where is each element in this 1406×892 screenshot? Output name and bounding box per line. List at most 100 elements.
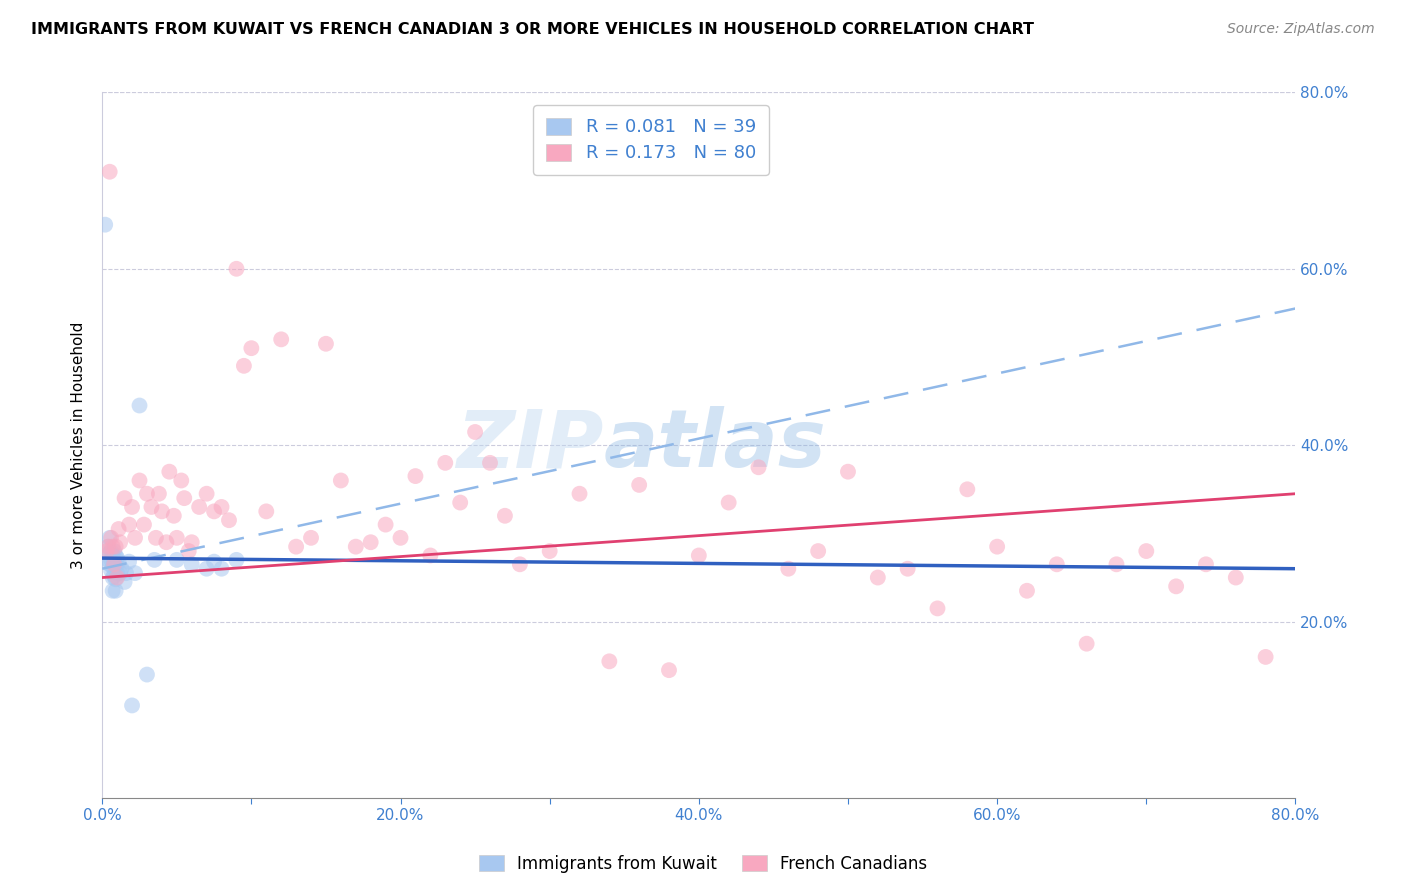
- Point: [155, 535, 177, 549]
- Legend: R = 0.081   N = 39, R = 0.173   N = 80: R = 0.081 N = 39, R = 0.173 N = 80: [533, 105, 769, 175]
- Point: [115, 566, 138, 581]
- Point: [837, 465, 859, 479]
- Point: [128, 474, 150, 488]
- Point: [118, 517, 141, 532]
- Point: [1046, 558, 1069, 572]
- Point: [124, 566, 146, 581]
- Point: [104, 583, 127, 598]
- Text: Source: ZipAtlas.com: Source: ZipAtlas.com: [1227, 22, 1375, 37]
- Point: [104, 559, 127, 574]
- Point: [132, 517, 155, 532]
- Point: [344, 540, 367, 554]
- Point: [866, 570, 889, 584]
- Point: [110, 562, 132, 576]
- Point: [1076, 637, 1098, 651]
- Point: [464, 425, 486, 439]
- Point: [114, 491, 136, 505]
- Text: atlas: atlas: [603, 406, 827, 484]
- Point: [105, 566, 128, 581]
- Point: [225, 553, 247, 567]
- Point: [232, 359, 254, 373]
- Point: [202, 504, 225, 518]
- Point: [177, 544, 200, 558]
- Point: [101, 583, 124, 598]
- Point: [509, 558, 531, 572]
- Point: [114, 574, 136, 589]
- Text: ZIP: ZIP: [456, 406, 603, 484]
- Point: [688, 549, 710, 563]
- Point: [150, 504, 173, 518]
- Point: [270, 332, 292, 346]
- Point: [94, 218, 117, 232]
- Point: [180, 535, 202, 549]
- Point: [195, 562, 218, 576]
- Point: [128, 399, 150, 413]
- Point: [97, 553, 120, 567]
- Point: [254, 504, 277, 518]
- Point: [107, 555, 129, 569]
- Point: [404, 469, 426, 483]
- Point: [124, 531, 146, 545]
- Point: [105, 570, 128, 584]
- Point: [145, 531, 167, 545]
- Point: [166, 531, 188, 545]
- Point: [107, 522, 129, 536]
- Point: [103, 558, 125, 572]
- Point: [121, 698, 143, 713]
- Point: [211, 562, 233, 576]
- Point: [104, 540, 127, 554]
- Point: [101, 540, 124, 554]
- Point: [141, 500, 163, 514]
- Point: [479, 456, 502, 470]
- Point: [101, 570, 124, 584]
- Point: [103, 568, 125, 582]
- Point: [173, 491, 195, 505]
- Point: [1254, 649, 1277, 664]
- Point: [103, 544, 125, 558]
- Point: [166, 553, 188, 567]
- Point: [100, 564, 122, 578]
- Point: [98, 546, 121, 560]
- Point: [148, 487, 170, 501]
- Point: [96, 544, 118, 558]
- Point: [195, 487, 218, 501]
- Point: [927, 601, 949, 615]
- Point: [240, 341, 263, 355]
- Point: [449, 495, 471, 509]
- Point: [98, 165, 121, 179]
- Point: [494, 508, 516, 523]
- Point: [100, 553, 122, 567]
- Point: [121, 500, 143, 514]
- Point: [1166, 579, 1188, 593]
- Point: [180, 558, 202, 572]
- Point: [118, 555, 141, 569]
- Point: [956, 483, 979, 497]
- Point: [108, 566, 131, 581]
- Point: [315, 336, 337, 351]
- Point: [598, 654, 620, 668]
- Point: [188, 500, 211, 514]
- Point: [101, 560, 124, 574]
- Point: [98, 531, 121, 545]
- Point: [1135, 544, 1157, 558]
- Point: [225, 261, 247, 276]
- Point: [1015, 583, 1038, 598]
- Point: [136, 667, 159, 681]
- Point: [211, 500, 233, 514]
- Point: [100, 531, 122, 545]
- Point: [986, 540, 1008, 554]
- Point: [1195, 558, 1218, 572]
- Y-axis label: 3 or more Vehicles in Household: 3 or more Vehicles in Household: [72, 321, 86, 569]
- Legend: Immigrants from Kuwait, French Canadians: Immigrants from Kuwait, French Canadians: [472, 848, 934, 880]
- Point: [389, 531, 412, 545]
- Point: [897, 562, 920, 576]
- Point: [101, 549, 124, 563]
- Point: [97, 540, 120, 554]
- Point: [285, 540, 308, 554]
- Point: [568, 487, 591, 501]
- Point: [717, 495, 740, 509]
- Point: [170, 474, 193, 488]
- Point: [778, 562, 800, 576]
- Point: [628, 478, 651, 492]
- Point: [103, 555, 125, 569]
